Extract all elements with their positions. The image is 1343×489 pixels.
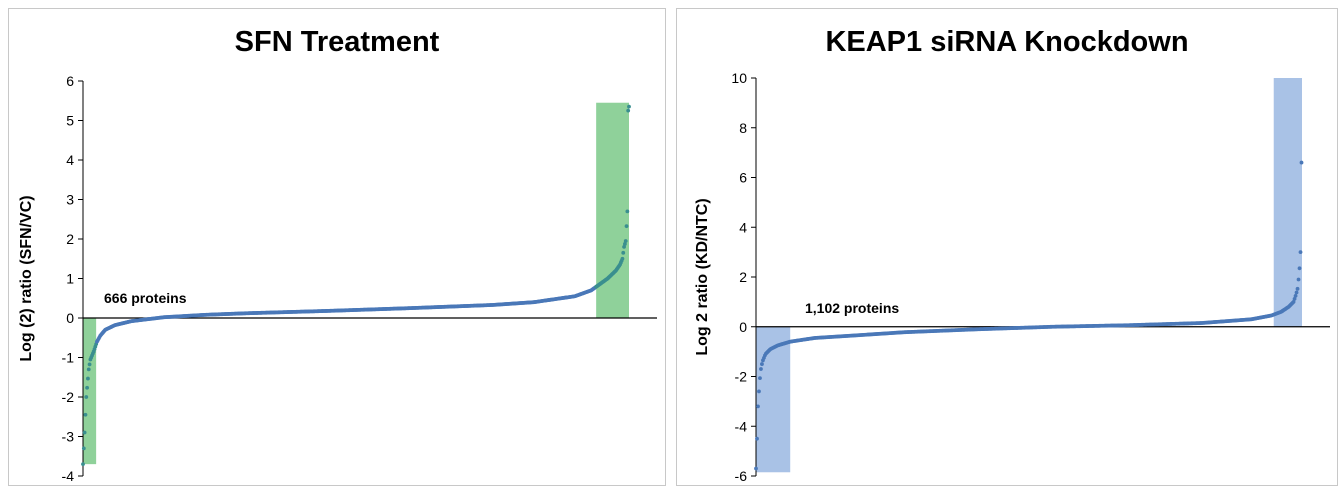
keap1-chart-panel: KEAP1 siRNA Knockdown 10 8 6 4 2 0 -2 -4 -6 Log 2 … xyxy=(676,8,1338,486)
data-point xyxy=(1295,286,1300,291)
y-tick-label: -4 xyxy=(735,418,748,434)
y-axis-label: Log 2 ratio (KD/NTC) xyxy=(694,198,711,355)
y-tick-label: -2 xyxy=(735,369,748,385)
chart-title: KEAP1 siRNA Knockdown xyxy=(825,26,1188,58)
y-tick-label: 6 xyxy=(66,73,74,89)
data-point xyxy=(86,367,91,372)
data-point xyxy=(85,385,90,390)
data-point xyxy=(84,395,89,399)
data-point xyxy=(625,209,630,214)
data-point xyxy=(1297,266,1302,271)
data-point xyxy=(1299,160,1304,165)
y-tick-label: -1 xyxy=(62,350,75,366)
data-point xyxy=(81,462,85,467)
y-tick-label: 0 xyxy=(66,310,74,326)
data-point xyxy=(627,104,631,109)
data-point xyxy=(757,389,761,394)
data-point xyxy=(624,224,629,229)
data-point xyxy=(621,250,626,255)
y-tick-label: 0 xyxy=(739,319,747,335)
data-point xyxy=(83,412,88,417)
y-tick-label: -2 xyxy=(62,389,75,405)
y-tick-label: -3 xyxy=(62,429,75,445)
highlight-region-high xyxy=(596,102,629,318)
data-point xyxy=(1293,294,1298,298)
y-tick-label: 10 xyxy=(731,70,747,86)
data-point xyxy=(82,430,87,435)
data-point xyxy=(620,256,625,261)
y-tick-label: 3 xyxy=(66,192,74,208)
data-point xyxy=(623,239,628,243)
y-tick-label: 6 xyxy=(739,170,747,186)
data-point xyxy=(754,466,758,471)
data-point xyxy=(1292,296,1297,301)
data-point xyxy=(756,404,760,409)
keap1-chart: KEAP1 siRNA Knockdown 10 8 6 4 2 0 -2 -4 -6 Log 2 … xyxy=(694,26,1330,484)
data-point xyxy=(81,446,86,451)
protein-count-label: 1,102 proteins xyxy=(805,300,899,316)
highlight-region-low xyxy=(756,326,791,473)
y-tick-label: -4 xyxy=(62,468,75,484)
sfn-chart: SFN Treatment 6 5 4 3 2 1 0 -1 -2 -3 -4 Log (2) rati… xyxy=(18,26,657,484)
data-point xyxy=(760,362,764,366)
data-point xyxy=(1298,250,1303,255)
y-tick-label: 1 xyxy=(66,271,74,287)
highlight-region-high xyxy=(1273,78,1302,327)
data-point xyxy=(759,367,763,371)
data-point xyxy=(87,362,92,367)
y-tick-label: 2 xyxy=(66,231,74,247)
chart-title: SFN Treatment xyxy=(235,26,440,58)
protein-count-label: 666 proteins xyxy=(104,290,187,306)
data-point xyxy=(622,242,627,246)
y-tick-label: -6 xyxy=(735,468,748,484)
y-tick-label: 4 xyxy=(739,219,747,235)
data-point xyxy=(1291,299,1296,304)
data-point xyxy=(86,376,90,381)
data-point xyxy=(1296,277,1301,282)
data-point xyxy=(626,108,631,113)
y-tick-label: 4 xyxy=(66,152,74,168)
y-tick-label: 2 xyxy=(739,269,747,285)
data-point xyxy=(622,245,626,249)
highlight-region-low xyxy=(83,318,97,465)
y-axis-label: Log (2) ratio (SFN/VC) xyxy=(18,195,35,361)
data-point xyxy=(755,436,759,441)
data-point xyxy=(1294,290,1299,295)
sfn-chart-panel: SFN Treatment 6 5 4 3 2 1 0 -1 -2 -3 -4 Log (2) rati… xyxy=(8,8,666,486)
y-tick-label: 5 xyxy=(66,113,74,129)
y-tick-label: 8 xyxy=(739,120,747,136)
data-point xyxy=(758,376,762,381)
